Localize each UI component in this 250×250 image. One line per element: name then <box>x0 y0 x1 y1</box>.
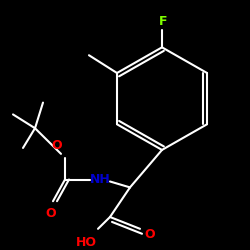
Text: F: F <box>159 15 167 28</box>
Text: NH: NH <box>90 173 110 186</box>
Text: O: O <box>145 228 155 241</box>
Text: O: O <box>52 140 62 152</box>
Text: HO: HO <box>76 236 96 249</box>
Text: O: O <box>46 206 56 220</box>
